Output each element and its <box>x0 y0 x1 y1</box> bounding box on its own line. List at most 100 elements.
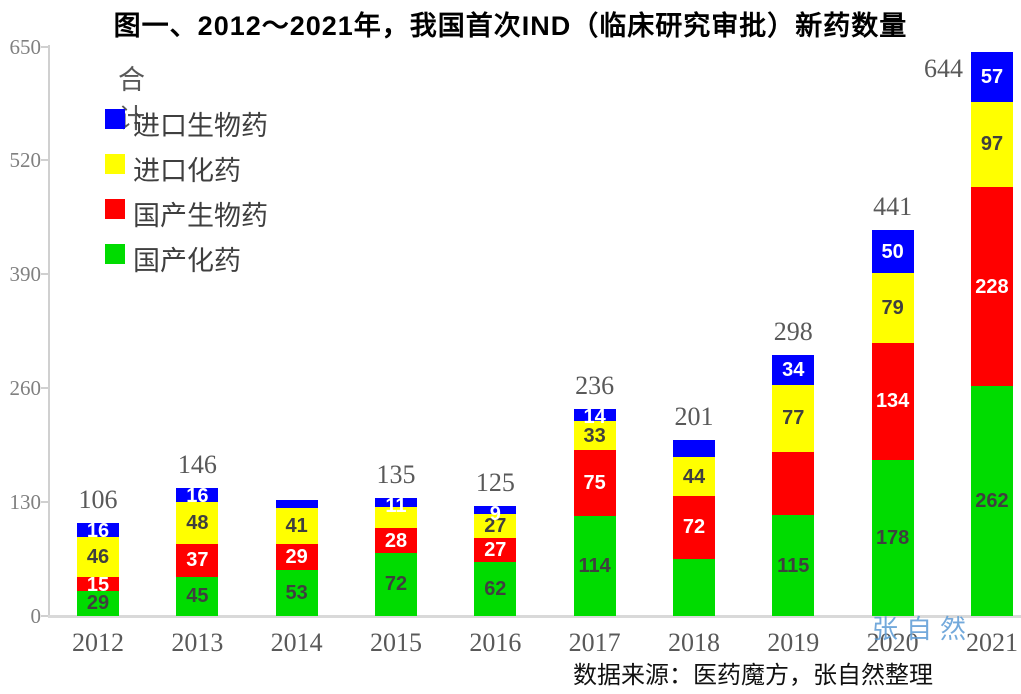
bar-segment-value: 46 <box>86 546 110 569</box>
y-axis-tick-label: 650 <box>9 34 42 59</box>
y-axis-tick-label: 130 <box>9 490 42 515</box>
bar-segment-value: 14 <box>583 406 606 429</box>
legend-item-label: 进口化药 <box>133 156 241 186</box>
bar-total-label: 298 <box>773 316 813 346</box>
bar-segment-value: 34 <box>782 358 805 381</box>
bar-segment-国产化药 <box>672 559 715 616</box>
bar-segment-value: 29 <box>285 545 308 568</box>
bar-total-label: 106 <box>78 485 118 515</box>
x-axis-category-label: 2020 <box>866 628 919 657</box>
bar-segment-value: 41 <box>285 515 308 538</box>
y-axis-tick-label: 390 <box>9 262 42 287</box>
x-axis-category-label: 2015 <box>369 628 422 657</box>
bar-segment-value: 75 <box>583 472 606 495</box>
bar-segment-国产化药: 178 <box>871 460 914 616</box>
bar-segment-国产化药: 62 <box>474 561 517 616</box>
x-axis-category-label: 2016 <box>469 628 522 657</box>
bar-segment-value: 37 <box>186 549 209 572</box>
legend-item-label: 国产生物药 <box>133 201 268 231</box>
bar-segment-进口生物药 <box>672 439 715 458</box>
bar-segment-value: 72 <box>682 516 706 539</box>
bar-total-label: 201 <box>674 401 714 431</box>
x-axis-category-label: 2017 <box>568 628 621 657</box>
bar-total-label: 125 <box>475 468 515 498</box>
bar-segment-进口生物药: 57 <box>970 51 1013 102</box>
bar-segment-value: 27 <box>484 538 507 561</box>
x-axis-category-label: 2021 <box>965 628 1018 657</box>
y-axis-tick <box>41 387 48 390</box>
bar-segment-value: 9 <box>489 503 501 526</box>
bar-total-label: 236 <box>575 371 615 401</box>
bar-segment-进口化药: 79 <box>871 273 914 343</box>
bar-total-label: 441 <box>873 191 913 221</box>
bar-segment-国产生物药: 29 <box>275 544 318 570</box>
bar-segment-value: 97 <box>980 133 1004 156</box>
legend-swatch-icon <box>105 109 125 129</box>
bar-segment-国产生物药: 228 <box>970 186 1013 387</box>
bar-segment-国产生物药: 72 <box>672 495 715 560</box>
bar-segment-进口化药: 27 <box>474 514 517 538</box>
bar-segment-value: 11 <box>385 494 407 517</box>
source-note: 数据来源：医药魔方，张自然整理 <box>573 663 933 689</box>
y-axis-line <box>48 45 50 618</box>
y-axis-tick <box>41 273 48 276</box>
bar-segment-进口化药: 44 <box>672 457 715 496</box>
bar-segment-国产化药: 114 <box>573 516 616 616</box>
bar-segment-进口生物药: 11 <box>374 496 417 516</box>
bar-segment-value: 44 <box>682 465 706 488</box>
bar-segment-国产化药: 72 <box>374 552 417 616</box>
y-axis-tick <box>41 615 48 617</box>
bar-segment-value: 57 <box>980 65 1004 88</box>
bar-total-label: 146 <box>177 450 217 480</box>
x-axis-line <box>48 615 1021 618</box>
bar-segment-value: 16 <box>86 520 110 543</box>
bar-segment-进口化药: 48 <box>176 502 219 545</box>
bar-segment-value: 28 <box>384 529 408 552</box>
bar-segment-value: 178 <box>875 527 910 549</box>
bar-segment-value: 48 <box>186 512 209 535</box>
bar-segment-value: 29 <box>86 592 110 615</box>
bar-segment-国产生物药: 15 <box>77 575 119 595</box>
bar-segment-value: 27 <box>484 515 507 538</box>
bar-segment-进口生物药: 16 <box>77 521 119 541</box>
bar-segment-value: 53 <box>285 581 308 604</box>
bar-segment-value: 50 <box>881 240 904 263</box>
x-axis-category-label: 2018 <box>667 628 720 657</box>
bar-segment-value: 134 <box>875 390 910 413</box>
bar-segment-国产化药: 45 <box>176 576 219 616</box>
bar-segment-value: 45 <box>186 585 209 608</box>
legend-swatch-icon <box>105 199 125 219</box>
y-axis-tick <box>41 159 48 162</box>
bar-segment-国产化药: 53 <box>275 569 318 616</box>
y-axis-tick <box>41 501 48 504</box>
bar-segment-进口生物药: 50 <box>871 229 914 274</box>
bar-segment-value: 77 <box>782 407 805 430</box>
bar-segment-国产化药: 29 <box>77 590 119 616</box>
bar-segment-value: 16 <box>186 485 209 508</box>
bar-segment-value: 79 <box>881 297 904 320</box>
bar-segment-value: 228 <box>975 275 1009 298</box>
bar-segment-进口化药 <box>374 507 417 529</box>
bar-segment-进口化药: 41 <box>275 508 318 545</box>
bar-segment-value: 115 <box>777 554 810 577</box>
legend-item-label: 进口生物药 <box>133 111 268 141</box>
y-axis-tick <box>41 45 48 48</box>
bar-segment-进口化药: 97 <box>970 101 1013 187</box>
chart-title: 图一、2012～2021年，我国首次IND（临床研究审批）新药数量 <box>113 11 908 41</box>
y-axis-tick-label: 520 <box>9 148 42 173</box>
bar-segment-国产生物药: 28 <box>374 528 417 553</box>
bar-segment-进口生物药 <box>275 500 318 509</box>
bar-segment-国产生物药: 27 <box>474 538 517 562</box>
bar-segment-国产生物药: 37 <box>176 544 219 577</box>
bar-segment-国产化药: 115 <box>772 515 815 616</box>
legend-swatch-icon <box>105 244 125 264</box>
bar-segment-进口化药: 46 <box>77 537 119 578</box>
legend-item-label: 国产化药 <box>133 246 241 276</box>
bar-segment-value: 15 <box>86 574 110 597</box>
bar-segment-国产生物药: 75 <box>573 450 616 517</box>
bar-segment-国产化药: 262 <box>970 386 1013 616</box>
x-axis-category-label: 2019 <box>767 628 820 657</box>
bar-segment-进口化药: 77 <box>772 384 815 453</box>
legend-swatch-icon <box>105 154 125 174</box>
